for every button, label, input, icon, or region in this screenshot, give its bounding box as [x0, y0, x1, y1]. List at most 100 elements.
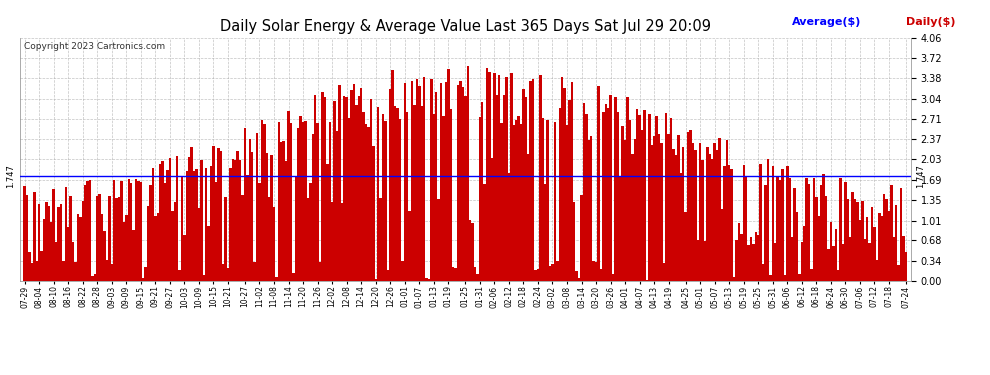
- Bar: [759, 164, 762, 281]
- Bar: [610, 95, 612, 281]
- Bar: [54, 243, 57, 281]
- Bar: [655, 116, 657, 281]
- Bar: [387, 270, 389, 281]
- Bar: [815, 196, 818, 281]
- Bar: [258, 183, 260, 281]
- Bar: [749, 237, 752, 281]
- Bar: [168, 158, 171, 281]
- Bar: [367, 127, 369, 281]
- Bar: [195, 169, 198, 281]
- Bar: [217, 148, 220, 281]
- Bar: [476, 274, 478, 281]
- Bar: [277, 122, 280, 281]
- Bar: [334, 101, 336, 281]
- Bar: [488, 72, 491, 281]
- Bar: [230, 168, 232, 281]
- Bar: [742, 165, 744, 281]
- Bar: [721, 209, 723, 281]
- Bar: [319, 262, 321, 281]
- Bar: [619, 176, 622, 281]
- Bar: [48, 206, 50, 281]
- Bar: [273, 207, 275, 281]
- Bar: [709, 154, 711, 281]
- Bar: [535, 270, 537, 281]
- Bar: [159, 164, 161, 281]
- Bar: [644, 110, 645, 281]
- Bar: [542, 118, 544, 281]
- Bar: [106, 261, 108, 281]
- Bar: [297, 129, 299, 281]
- Bar: [830, 222, 833, 281]
- Bar: [781, 169, 784, 281]
- Bar: [94, 274, 96, 281]
- Bar: [120, 182, 123, 281]
- Bar: [461, 87, 464, 281]
- Bar: [503, 95, 505, 281]
- Bar: [46, 202, 48, 281]
- Bar: [689, 130, 692, 281]
- Text: Average($): Average($): [792, 17, 861, 27]
- Bar: [396, 108, 399, 281]
- Bar: [133, 230, 135, 281]
- Bar: [665, 113, 667, 281]
- Bar: [69, 196, 72, 281]
- Bar: [851, 192, 854, 281]
- Bar: [295, 177, 297, 281]
- Bar: [423, 77, 426, 281]
- Bar: [629, 120, 632, 281]
- Bar: [299, 116, 302, 281]
- Bar: [757, 236, 759, 281]
- Bar: [723, 166, 726, 281]
- Bar: [641, 130, 644, 281]
- Bar: [38, 204, 41, 281]
- Bar: [786, 166, 788, 281]
- Bar: [91, 276, 94, 281]
- Bar: [108, 196, 111, 281]
- Bar: [585, 114, 588, 281]
- Bar: [111, 264, 113, 281]
- Bar: [435, 92, 438, 281]
- Bar: [255, 133, 258, 281]
- Bar: [861, 201, 863, 281]
- Bar: [672, 149, 675, 281]
- Bar: [876, 260, 878, 281]
- Bar: [496, 95, 498, 281]
- Bar: [752, 244, 754, 281]
- Bar: [145, 267, 147, 281]
- Bar: [493, 73, 496, 281]
- Bar: [510, 73, 513, 281]
- Bar: [868, 243, 871, 281]
- Bar: [716, 150, 719, 281]
- Bar: [818, 216, 820, 281]
- Bar: [595, 262, 597, 281]
- Bar: [697, 240, 699, 281]
- Title: Daily Solar Energy & Average Value Last 365 Days Sat Jul 29 20:09: Daily Solar Energy & Average Value Last …: [220, 18, 711, 33]
- Bar: [561, 77, 563, 281]
- Bar: [575, 271, 578, 281]
- Bar: [540, 75, 542, 281]
- Bar: [738, 223, 741, 281]
- Bar: [188, 157, 190, 281]
- Bar: [525, 97, 527, 281]
- Bar: [242, 195, 244, 281]
- Bar: [166, 170, 168, 281]
- Bar: [551, 264, 553, 281]
- Bar: [411, 81, 413, 281]
- Bar: [825, 195, 828, 281]
- Bar: [532, 79, 535, 281]
- Bar: [662, 263, 665, 281]
- Bar: [222, 264, 225, 281]
- Bar: [352, 84, 355, 281]
- Bar: [844, 182, 846, 281]
- Bar: [350, 90, 352, 281]
- Bar: [247, 175, 248, 281]
- Bar: [33, 192, 36, 281]
- Bar: [474, 267, 476, 281]
- Bar: [346, 97, 347, 281]
- Bar: [754, 232, 757, 281]
- Bar: [103, 231, 106, 281]
- Bar: [324, 97, 326, 281]
- Bar: [67, 227, 69, 281]
- Bar: [59, 204, 62, 281]
- Bar: [275, 277, 277, 281]
